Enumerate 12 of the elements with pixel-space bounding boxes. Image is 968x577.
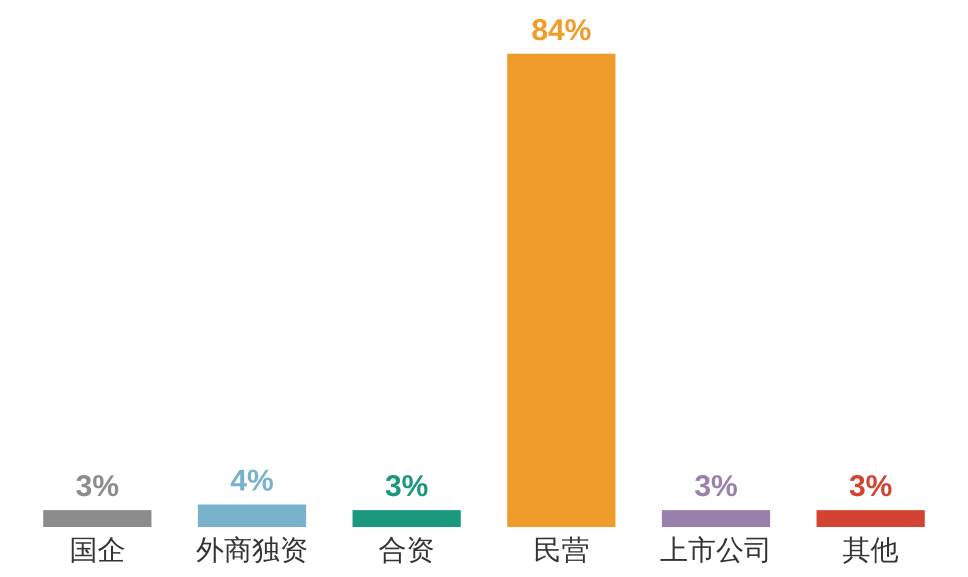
- x-tick-label: 合资: [378, 536, 435, 566]
- x-tick-label: 民营: [533, 536, 590, 566]
- data-label: 3%: [848, 470, 892, 504]
- data-label: 3%: [694, 470, 738, 504]
- x-tick-label: 国企: [69, 536, 126, 566]
- x-tick-label: 外商独资: [196, 536, 308, 566]
- x-tick-label: 其他: [842, 536, 899, 566]
- data-label: 3%: [76, 470, 120, 504]
- x-tick-label: 上市公司: [660, 536, 772, 566]
- data-label: 3%: [384, 470, 428, 504]
- data-label: 4%: [230, 464, 274, 498]
- data-label: 84%: [531, 14, 592, 47]
